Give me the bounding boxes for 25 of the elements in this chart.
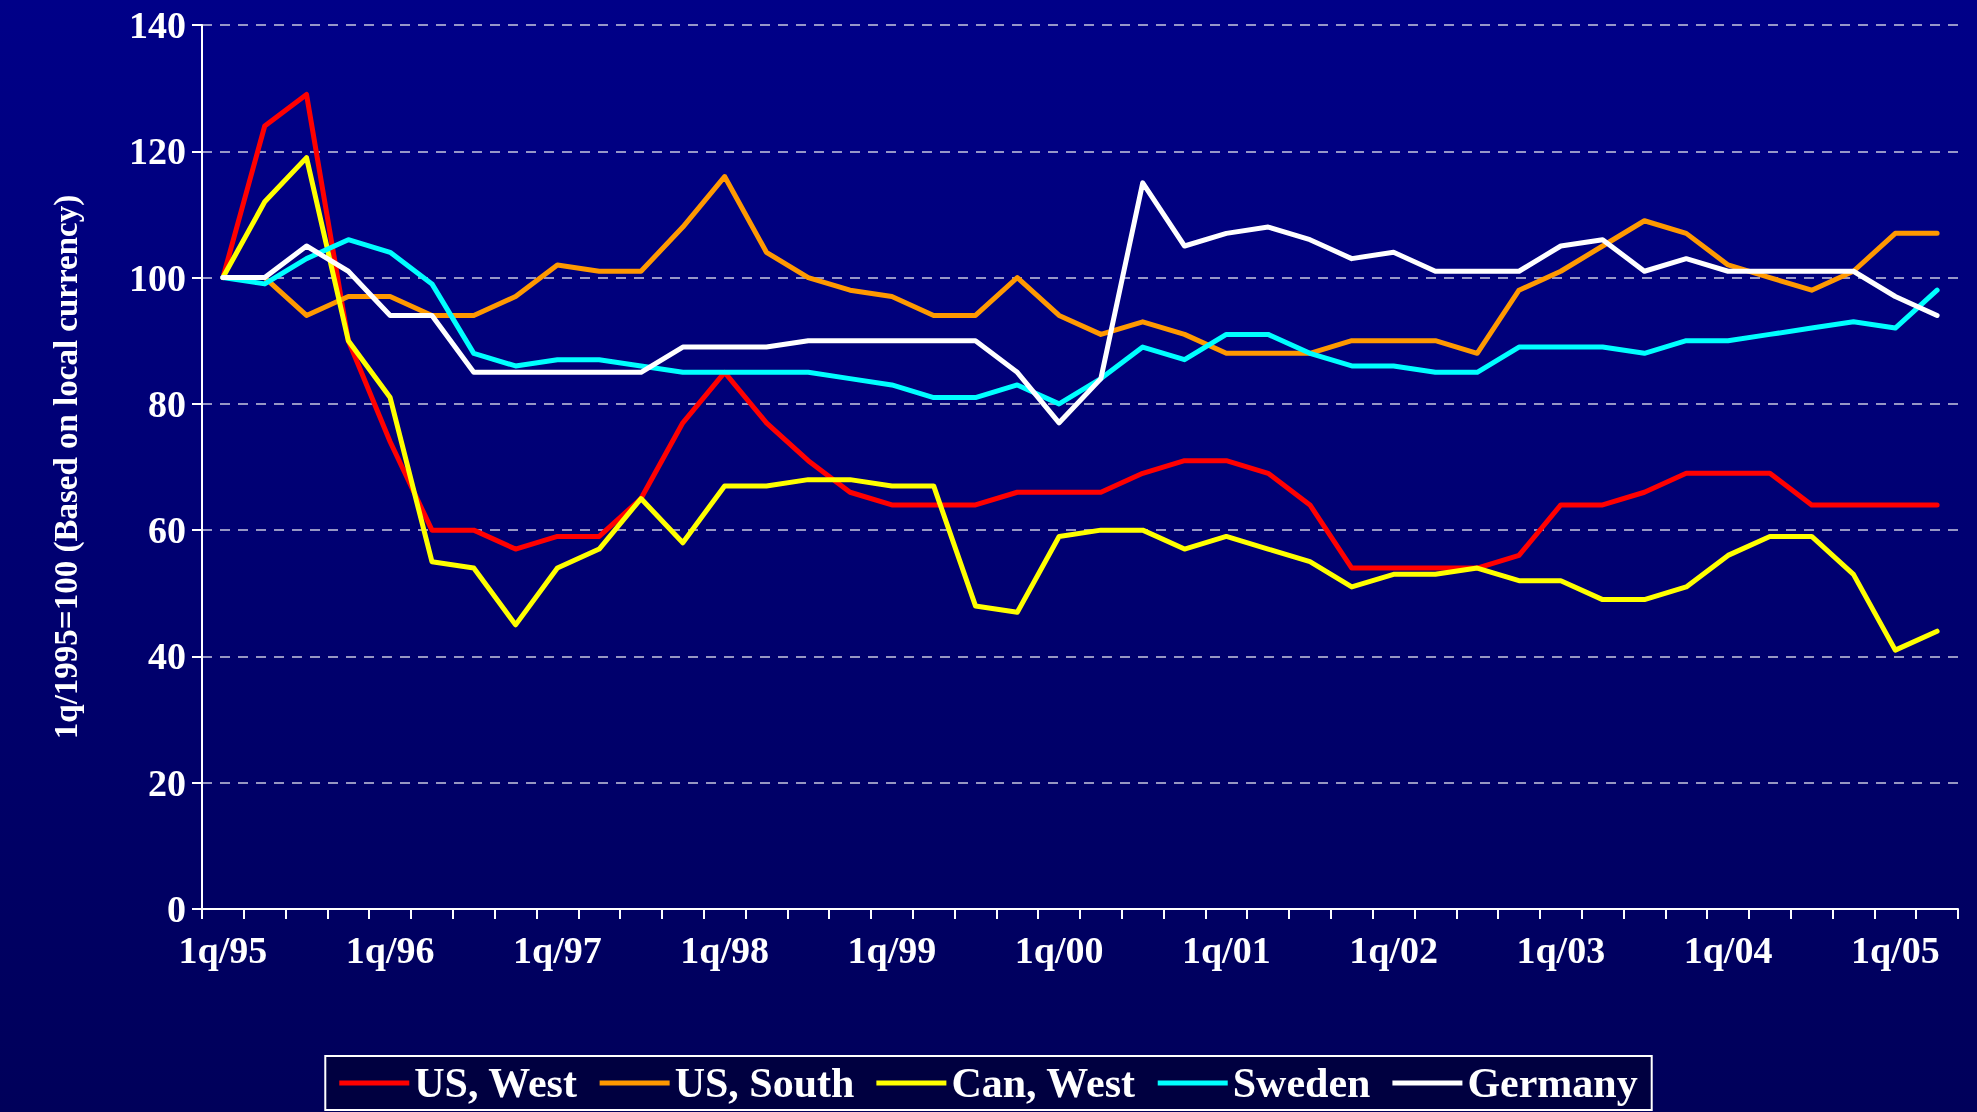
legend-label: US, South: [674, 1060, 855, 1106]
x-tick-label: 1q/05: [1850, 929, 1940, 971]
y-tick-label: 120: [129, 130, 186, 173]
x-tick-label: 1q/00: [1014, 929, 1104, 971]
x-tick-label: 1q/99: [847, 929, 937, 971]
legend-label: Sweden: [1232, 1060, 1371, 1106]
y-tick-label: 60: [148, 509, 186, 552]
y-tick-label: 80: [148, 382, 186, 425]
x-tick-label: 1q/01: [1181, 929, 1271, 971]
x-tick-label: 1q/95: [178, 929, 268, 971]
x-tick-label: 1q/97: [513, 929, 602, 971]
x-tick-label: 1q/03: [1516, 929, 1606, 971]
y-tick-label: 140: [129, 4, 186, 46]
y-axis-title: 1q/1995=100 (Based on local currency): [47, 194, 85, 740]
y-tick-label: 40: [148, 635, 186, 678]
x-tick-label: 1q/04: [1683, 929, 1773, 971]
legend-label: Germany: [1467, 1060, 1638, 1106]
y-tick-label: 100: [129, 256, 186, 299]
y-tick-label: 0: [167, 888, 186, 930]
y-tick-label: 20: [148, 761, 186, 804]
legend-label: Can, West: [951, 1060, 1135, 1106]
legend-label: US, West: [414, 1060, 577, 1106]
x-tick-label: 1q/96: [345, 929, 435, 971]
x-tick-label: 1q/98: [680, 929, 769, 971]
x-tick-label: 1q/02: [1349, 929, 1438, 971]
